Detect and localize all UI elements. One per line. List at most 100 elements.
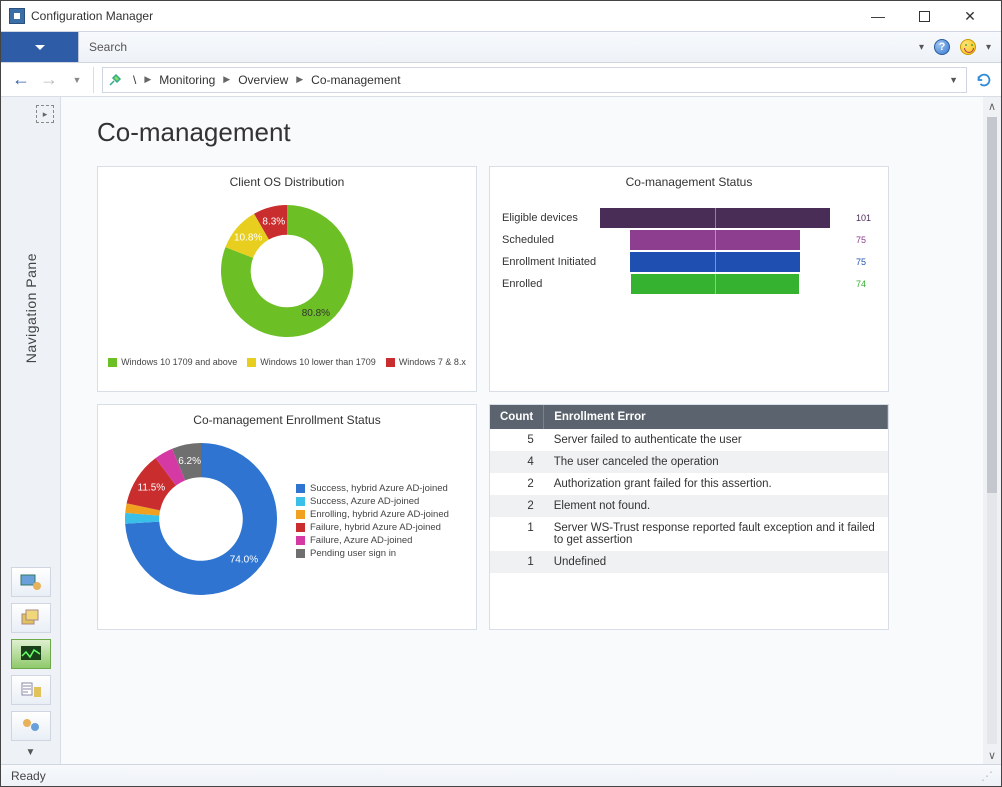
- error-table: Count Enrollment Error 5Server failed to…: [490, 405, 888, 573]
- window-title: Configuration Manager: [31, 9, 855, 23]
- table-row: 2Element not found.: [490, 495, 888, 517]
- table-row: 5Server failed to authenticate the user: [490, 429, 888, 451]
- legend-item: Failure, Azure AD-joined: [296, 535, 449, 546]
- cell-count: 2: [490, 473, 544, 495]
- funnel-label: Enrolled: [490, 278, 600, 290]
- legend-enrollment: Success, hybrid Azure AD-joined Success, …: [296, 481, 449, 561]
- maximize-button[interactable]: [901, 2, 947, 30]
- scroll-thumb[interactable]: [987, 117, 997, 493]
- cell-error: Undefined: [544, 551, 888, 573]
- table-row: 1Server WS-Trust response reported fault…: [490, 517, 888, 551]
- crumb-root[interactable]: \: [127, 73, 142, 87]
- ribbon-menu-button[interactable]: [1, 32, 79, 62]
- chevron-right-icon: ▶: [142, 74, 153, 85]
- slice-label: 74.0%: [230, 554, 258, 565]
- funnel-label: Eligible devices: [490, 212, 600, 224]
- legend-item: Enrolling, hybrid Azure AD-joined: [296, 509, 449, 520]
- funnel-row: Scheduled 75: [490, 229, 880, 251]
- funnel-bar: [630, 230, 801, 250]
- workspace-admin-icon[interactable]: [11, 675, 51, 705]
- cell-count: 1: [490, 551, 544, 573]
- caret-down-icon: [35, 45, 45, 50]
- help-icon[interactable]: ?: [934, 39, 950, 55]
- legend-item: Success, hybrid Azure AD-joined: [296, 483, 449, 494]
- funnel-value: 75: [852, 257, 880, 267]
- scrollbar[interactable]: ∧ ∨: [983, 97, 1001, 764]
- back-button[interactable]: ←: [7, 67, 35, 93]
- page-title: Co-management: [97, 117, 987, 148]
- card-title: Client OS Distribution: [98, 167, 476, 193]
- nav-row: ← → ▼ \ ▶ Monitoring ▶ Overview ▶ Co-man…: [1, 63, 1001, 97]
- search-dropdown-icon[interactable]: ▾: [919, 42, 924, 53]
- breadcrumb-dropdown-icon[interactable]: ▼: [945, 75, 962, 85]
- app-icon: [9, 8, 25, 24]
- feedback-smiley-icon[interactable]: [960, 39, 976, 55]
- feedback-dropdown-icon[interactable]: ▾: [986, 42, 991, 53]
- refresh-button[interactable]: [973, 69, 995, 91]
- col-count: Count: [490, 405, 544, 429]
- rail-more-button[interactable]: ▼: [26, 747, 36, 758]
- funnel-value: 74: [852, 279, 880, 289]
- slice-label: 11.5%: [138, 482, 166, 493]
- cell-count: 2: [490, 495, 544, 517]
- legend-item: Pending user sign in: [296, 548, 449, 559]
- legend-item: Success, Azure AD-joined: [296, 496, 449, 507]
- cell-count: 1: [490, 517, 544, 551]
- slice-label: 6.2%: [178, 456, 201, 467]
- funnel-row: Enrolled 74: [490, 273, 880, 295]
- funnel-chart: Eligible devices 101Scheduled 75Enrollme…: [490, 193, 888, 295]
- crumb-monitoring[interactable]: Monitoring: [153, 73, 221, 87]
- crumb-overview[interactable]: Overview: [232, 73, 294, 87]
- card-title: Co-management Status: [490, 167, 888, 193]
- cell-error: Server failed to authenticate the user: [544, 429, 888, 451]
- funnel-bar: [630, 252, 801, 272]
- cell-error: The user canceled the operation: [544, 451, 888, 473]
- pin-icon: [107, 72, 123, 88]
- resize-grip-icon[interactable]: ⋰: [981, 769, 991, 783]
- forward-button[interactable]: →: [35, 67, 63, 93]
- scroll-up-icon[interactable]: ∧: [983, 97, 1001, 115]
- card-os-distribution: Client OS Distribution 80.8%10.8%8.3% Wi…: [97, 166, 477, 392]
- funnel-label: Scheduled: [490, 234, 600, 246]
- left-rail: ▸ Navigation Pane ▼: [1, 97, 61, 764]
- main: ▸ Navigation Pane ▼ Co-management Client…: [1, 97, 1001, 764]
- donut-chart-os: 80.8%10.8%8.3%: [202, 193, 372, 353]
- legend-item: Windows 10 1709 and above: [108, 357, 237, 367]
- workspace-library-icon[interactable]: [11, 603, 51, 633]
- legend-item: Failure, hybrid Azure AD-joined: [296, 522, 449, 533]
- funnel-bar: [600, 208, 830, 228]
- funnel-row: Enrollment Initiated 75: [490, 251, 880, 273]
- titlebar: Configuration Manager — ✕: [1, 1, 1001, 31]
- dashboard-grid: Client OS Distribution 80.8%10.8%8.3% Wi…: [97, 166, 987, 630]
- slice-label: 80.8%: [302, 308, 330, 319]
- breadcrumb[interactable]: \ ▶ Monitoring ▶ Overview ▶ Co-managemen…: [102, 67, 967, 93]
- funnel-value: 101: [852, 213, 880, 223]
- crumb-comanagement[interactable]: Co-management: [305, 73, 406, 87]
- scroll-down-icon[interactable]: ∨: [983, 746, 1001, 764]
- nav-pane-label: Navigation Pane: [23, 253, 39, 363]
- search-input[interactable]: Search: [79, 40, 919, 54]
- funnel-row: Eligible devices 101: [490, 207, 880, 229]
- slice-label: 10.8%: [234, 233, 262, 244]
- funnel-label: Enrollment Initiated: [490, 256, 600, 268]
- close-button[interactable]: ✕: [947, 2, 993, 30]
- ribbon: Search ▾ ? ▾: [1, 31, 1001, 63]
- workspace-assets-icon[interactable]: [11, 567, 51, 597]
- table-row: 1Undefined: [490, 551, 888, 573]
- content: Co-management Client OS Distribution 80.…: [61, 97, 1001, 764]
- chevron-right-icon: ▶: [221, 74, 232, 85]
- expand-rail-button[interactable]: ▸: [36, 105, 54, 123]
- card-title: Co-management Enrollment Status: [98, 405, 476, 431]
- cell-count: 5: [490, 429, 544, 451]
- cell-error: Element not found.: [544, 495, 888, 517]
- table-row: 4The user canceled the operation: [490, 451, 888, 473]
- funnel-bar: [631, 274, 800, 294]
- workspace-monitoring-icon[interactable]: [11, 639, 51, 669]
- table-row: 2Authorization grant failed for this ass…: [490, 473, 888, 495]
- workspace-community-icon[interactable]: [11, 711, 51, 741]
- statusbar: Ready ⋰: [1, 764, 1001, 786]
- col-error: Enrollment Error: [544, 405, 888, 429]
- chevron-right-icon: ▶: [294, 74, 305, 85]
- nav-history-dropdown[interactable]: ▼: [63, 67, 91, 93]
- minimize-button[interactable]: —: [855, 2, 901, 30]
